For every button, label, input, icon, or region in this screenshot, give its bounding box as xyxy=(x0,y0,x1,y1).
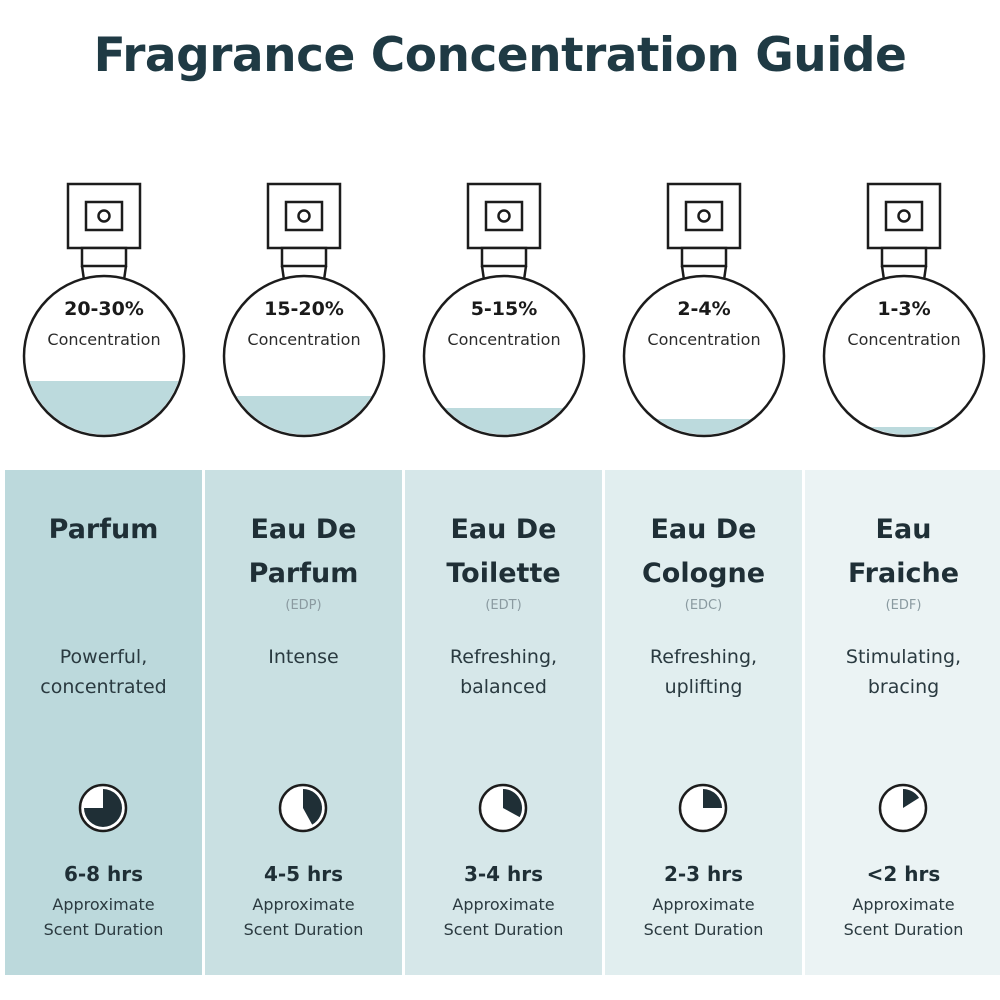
perfume-bottle-1: 20-30% Concentration xyxy=(14,172,194,444)
duration-label: Approximate Scent Duration xyxy=(605,892,802,942)
concentration-label: Concentration xyxy=(647,330,761,349)
fragrance-name: Parfum xyxy=(48,514,159,545)
liquid-fill xyxy=(625,419,783,435)
fragrance-name: Eau De Parfum xyxy=(248,514,359,589)
duration-label-line-2: Scent Duration xyxy=(643,920,764,939)
type-panel-4: Eau De Cologne (EDC) Refreshing, uplifting… xyxy=(605,470,802,975)
clock-icon xyxy=(77,782,129,834)
bottle-icon xyxy=(822,182,986,438)
type-panel-3: Eau De Toilette (EDT) Refreshing, balanced… xyxy=(405,470,602,975)
fragrance-name: Eau De Cologne xyxy=(641,514,766,589)
duration-label: Approximate Scent Duration xyxy=(405,892,602,942)
fragrance-description: Refreshing, balanced xyxy=(449,646,558,698)
fragrance-abbreviation: (EDF) xyxy=(885,598,922,613)
duration-label-line-1: Approximate xyxy=(52,895,155,914)
type-panel-5: Eau Fraiche (EDF) Stimulating, bracing <2 h… xyxy=(805,470,1000,975)
duration-label-line-2: Scent Duration xyxy=(843,920,964,939)
bottle-icon xyxy=(622,182,786,438)
fragrance-abbreviation: (EDT) xyxy=(485,598,522,613)
clock-icon xyxy=(677,782,729,834)
duration-wedge xyxy=(903,789,920,808)
type-panel-1: Parfum Powerful, concentrated 6-8 hrs Appro… xyxy=(5,470,202,975)
duration-label: Approximate Scent Duration xyxy=(5,892,202,942)
concentration-percent: 2-4% xyxy=(677,298,731,320)
bottle-icon xyxy=(22,182,186,438)
concentration-label: Concentration xyxy=(247,330,361,349)
duration-value: 4-5 hrs xyxy=(263,862,344,886)
clock-icon xyxy=(477,782,529,834)
duration-label-line-2: Scent Duration xyxy=(243,920,364,939)
page-title: Fragrance Concentration Guide xyxy=(93,28,907,83)
clock-icon xyxy=(877,782,929,834)
fragrance-abbreviation: (EDC) xyxy=(684,598,723,613)
duration-value: 2-3 hrs xyxy=(663,862,744,886)
duration-wedge xyxy=(303,789,322,825)
concentration-percent: 20-30% xyxy=(64,298,144,320)
type-panel-2: Eau De Parfum (EDP) Intense 4-5 hrs Approxim… xyxy=(205,470,402,975)
fragrance-description: Powerful, concentrated xyxy=(40,646,167,698)
duration-wedge xyxy=(84,789,122,827)
duration-value: 3-4 hrs xyxy=(463,862,544,886)
duration-wedge xyxy=(703,789,722,808)
concentration-label: Concentration xyxy=(447,330,561,349)
concentration-percent: 5-15% xyxy=(470,298,538,320)
duration-label-line-1: Approximate xyxy=(652,895,755,914)
duration-label-line-1: Approximate xyxy=(252,895,355,914)
concentration-percent: 15-20% xyxy=(264,298,344,320)
concentration-label: Concentration xyxy=(47,330,161,349)
perfume-bottle-3: 5-15% Concentration xyxy=(414,172,594,444)
fragrance-description: Stimulating, bracing xyxy=(845,646,962,698)
duration-value: 6-8 hrs xyxy=(63,862,144,886)
duration-value: <2 hrs xyxy=(866,862,941,886)
fragrance-name: Eau De Toilette xyxy=(446,514,561,589)
fragrance-name: Eau Fraiche xyxy=(847,514,960,589)
concentration-percent: 1-3% xyxy=(877,298,931,320)
duration-label: Approximate Scent Duration xyxy=(205,892,402,942)
duration-label: Approximate Scent Duration xyxy=(805,892,1000,942)
duration-wedge xyxy=(503,789,522,818)
duration-label-line-1: Approximate xyxy=(852,895,955,914)
fragrance-description: Refreshing, uplifting xyxy=(649,646,758,698)
bottle-icon xyxy=(422,182,586,438)
perfume-bottle-2: 15-20% Concentration xyxy=(214,172,394,444)
clock-icon xyxy=(277,782,329,834)
bottle-icon xyxy=(222,182,386,438)
fragrance-description: Intense xyxy=(268,646,339,668)
fragrance-abbreviation: (EDP) xyxy=(285,598,322,613)
duration-label-line-1: Approximate xyxy=(452,895,555,914)
liquid-fill xyxy=(25,381,183,435)
concentration-label: Concentration xyxy=(847,330,961,349)
duration-label-line-2: Scent Duration xyxy=(443,920,564,939)
liquid-fill xyxy=(825,427,983,435)
duration-label-line-2: Scent Duration xyxy=(43,920,164,939)
perfume-bottle-5: 1-3% Concentration xyxy=(814,172,994,444)
perfume-bottle-4: 2-4% Concentration xyxy=(614,172,794,444)
liquid-fill xyxy=(225,396,383,435)
